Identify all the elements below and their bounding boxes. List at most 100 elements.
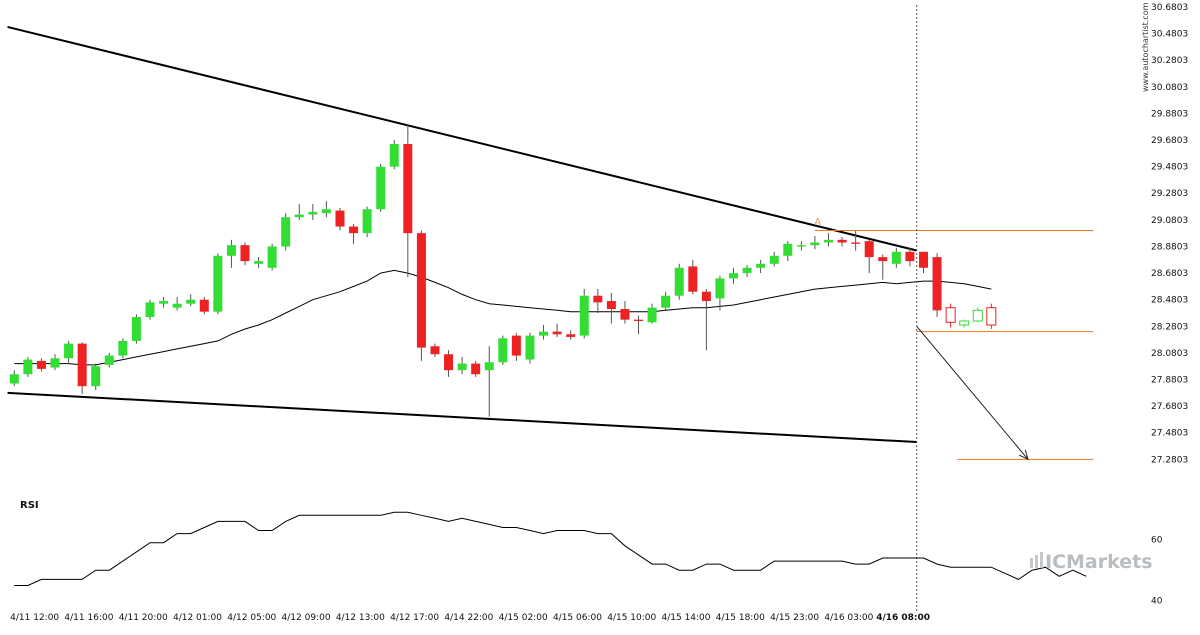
candle [864, 239, 874, 274]
candle [674, 263, 684, 300]
candle [851, 230, 861, 251]
candle [661, 291, 671, 311]
candle-body [457, 363, 467, 371]
candle-body [36, 360, 46, 369]
y-tick-label: 28.8803 [1151, 242, 1188, 252]
candle [891, 247, 901, 268]
candle [281, 213, 291, 251]
candle [308, 203, 318, 220]
x-tick-label: 4/11 20:00 [119, 613, 168, 623]
candle [796, 241, 806, 251]
trend-line-resistance [7, 25, 917, 252]
candle [416, 230, 426, 361]
candle [457, 356, 467, 375]
candle-body [715, 278, 725, 299]
logo-bar-icon [1040, 552, 1043, 568]
candle [729, 267, 739, 284]
y-tick-label: 29.0803 [1151, 216, 1188, 226]
candle [64, 340, 74, 364]
y-tick-label: 28.6803 [1151, 269, 1188, 279]
candle [525, 332, 535, 364]
rsi-y-tick-label: 60 [1151, 536, 1163, 546]
candle-body [240, 245, 250, 262]
candle [104, 352, 114, 368]
y-axis: 30.6803 30.4803 30.2803 30.0803 29.8803 29.68… [1151, 3, 1188, 607]
candle-body [932, 257, 942, 311]
candle [484, 346, 494, 417]
candle-body [756, 263, 766, 268]
candle-body [511, 335, 521, 356]
pattern-marker-label: A [814, 217, 821, 228]
x-tick-label: 4/12 17:00 [390, 613, 439, 623]
candle [321, 201, 331, 218]
candle-body [837, 239, 847, 243]
candle-body [891, 251, 901, 264]
candle-body [294, 214, 304, 218]
candle-body [796, 245, 806, 247]
candle [688, 259, 698, 295]
candle-body [444, 354, 454, 371]
candle [50, 354, 60, 371]
candle [349, 223, 359, 244]
moving-average [14, 269, 992, 366]
candle [878, 254, 888, 280]
y-tick-label: 29.4803 [1151, 163, 1188, 173]
candle-body [430, 346, 440, 355]
candle [145, 299, 155, 320]
candle-body [701, 291, 711, 302]
candle [837, 237, 847, 247]
candle [620, 301, 630, 324]
candle-body [552, 331, 562, 335]
candle [226, 239, 236, 268]
candle-body [810, 242, 820, 246]
x-axis: 4/11 12:00 4/11 16:00 4/11 20:00 4/12 01:00… [10, 613, 930, 623]
candle [199, 297, 209, 315]
candle-body [226, 245, 236, 256]
y-tick-label: 27.4803 [1151, 429, 1188, 439]
candle [634, 315, 644, 335]
y-tick-label: 29.6803 [1151, 136, 1188, 146]
candle [498, 335, 508, 365]
candle [254, 257, 264, 268]
candle-body [389, 144, 399, 167]
candle-body [484, 362, 494, 371]
logo-bar-icon [1035, 555, 1038, 568]
y-tick-label: 30.6803 [1151, 3, 1188, 13]
y-tick-label: 30.0803 [1151, 83, 1188, 93]
candle [471, 360, 481, 377]
candle-body [254, 261, 264, 264]
candle [335, 207, 345, 231]
x-tick-label: 4/15 02:00 [499, 613, 548, 623]
candle-body [566, 334, 576, 337]
candle [959, 319, 970, 328]
x-tick-label: 4/15 06:00 [553, 613, 602, 623]
candle-body [172, 303, 182, 308]
candle [539, 324, 549, 340]
candle-body [729, 273, 739, 279]
candle-body [349, 226, 359, 234]
candle-body [403, 144, 413, 234]
candle [756, 259, 766, 274]
rsi-label: RSI [20, 500, 39, 511]
candle-body [91, 366, 101, 387]
candle [647, 303, 657, 324]
candle [824, 233, 833, 247]
x-tick-label: 4/15 18:00 [716, 613, 765, 623]
candle-body [688, 266, 698, 292]
candle-body [104, 355, 114, 365]
candle [240, 242, 250, 266]
candle-body [186, 299, 196, 304]
candle-body [267, 246, 277, 268]
x-tick-label: 4/14 22:00 [444, 613, 493, 623]
candle [932, 253, 942, 317]
candle [213, 253, 223, 315]
candle [91, 363, 101, 391]
candle [986, 303, 997, 329]
candle-body [416, 233, 426, 348]
candle-body [661, 295, 671, 308]
candle-body [145, 302, 155, 317]
candle [376, 163, 386, 212]
candle [159, 297, 169, 308]
x-tick-label: 4/15 14:00 [662, 613, 711, 623]
projection-arrow-line [916, 325, 1029, 460]
